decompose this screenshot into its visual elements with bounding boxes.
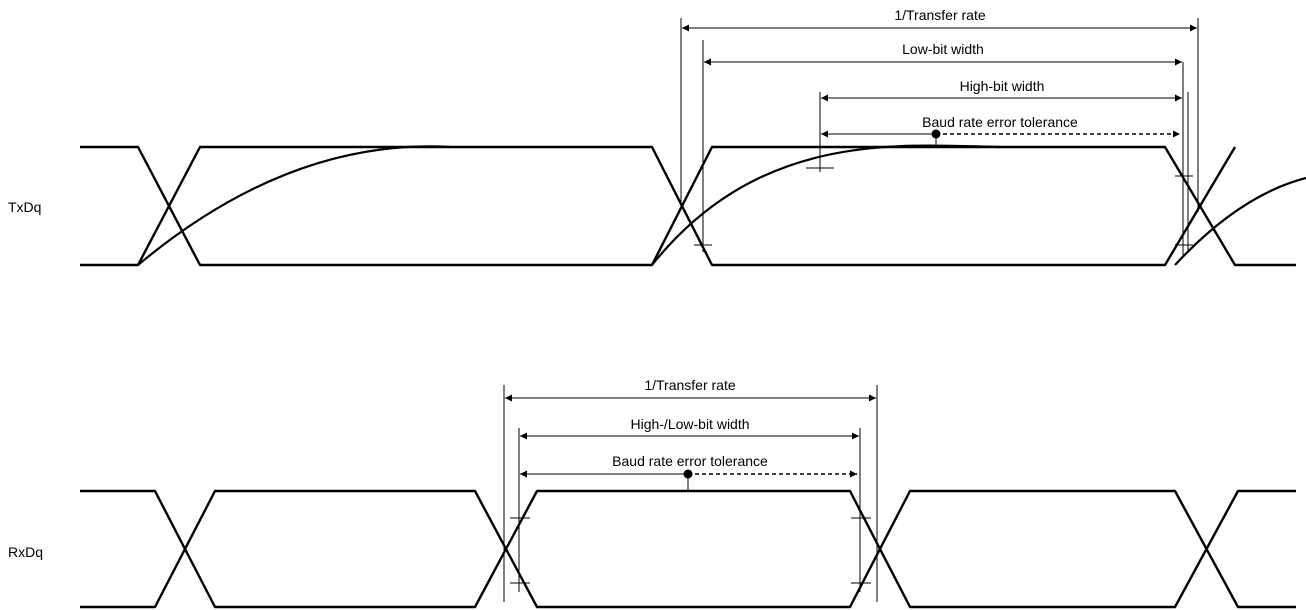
rx-bit-width-label: High-/Low-bit width [630, 416, 749, 432]
txdq-rc-curve-1 [137, 145, 451, 266]
rxdq-signal-label: RxDq [8, 544, 43, 560]
tx-transfer-rate-label: 1/Transfer rate [894, 7, 986, 23]
tx-sample-point [931, 129, 941, 139]
tx-low-bit-label: Low-bit width [902, 41, 984, 57]
rx-tolerance-label: Baud rate error tolerance [612, 453, 768, 469]
txdq-rc-curve-3 [1174, 176, 1306, 266]
tx-tolerance-label: Baud rate error tolerance [922, 114, 1078, 130]
rxdq-digital-waveform-complement [80, 489, 1296, 609]
rx-transfer-rate-label: 1/Transfer rate [644, 377, 736, 393]
txdq-digital-waveform-complement [80, 145, 1237, 267]
rx-sample-point [683, 469, 693, 479]
txdq-waveform [80, 145, 1296, 267]
txdq-digital-waveform [80, 145, 1296, 267]
txdq-rc-curve-2 [651, 144, 1001, 266]
tx-high-bit-label: High-bit width [960, 78, 1045, 94]
rxdq-digital-waveform [80, 489, 1296, 609]
txdq-signal-label: TxDq [8, 199, 41, 215]
rxdq-waveform [80, 489, 1296, 609]
